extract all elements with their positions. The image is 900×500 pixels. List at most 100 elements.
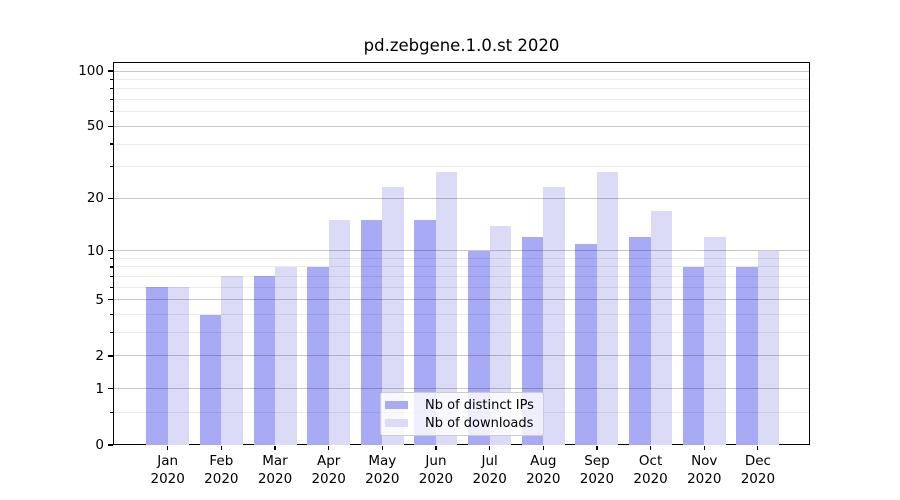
gridline-major (114, 250, 809, 252)
bar-downloads-may (382, 187, 404, 445)
gridline-minor (114, 286, 809, 288)
gridline-minor (114, 99, 809, 101)
bar-distinct-ips-sep (575, 243, 597, 445)
gridline-minor (114, 78, 809, 80)
bar-distinct-ips-jan (146, 287, 168, 445)
gridline-major (114, 388, 809, 390)
legend-label: Nb of distinct IPs (425, 397, 534, 413)
y-tick-minor (110, 98, 113, 101)
x-tick-label: Oct 2020 (633, 453, 668, 487)
x-tick (328, 446, 330, 450)
y-tick-minor (110, 411, 113, 413)
bar-distinct-ips-feb (199, 314, 222, 445)
bar-downloads-apr (328, 220, 351, 445)
x-tick (596, 446, 598, 450)
bar-downloads-nov (704, 237, 726, 445)
y-tick-minor (110, 143, 113, 145)
legend-label: Nb of downloads (425, 415, 534, 431)
x-tick-label: Jan 2020 (150, 453, 185, 487)
gridline-major (114, 70, 809, 72)
legend: Nb of distinct IPs Nb of downloads (380, 392, 544, 436)
x-tick (220, 446, 222, 450)
legend-swatch-icon (385, 401, 408, 409)
x-tick-label: Dec 2020 (740, 453, 776, 487)
bar-downloads-dec (757, 250, 780, 445)
gridline-major (114, 355, 809, 357)
gridline-major (114, 299, 809, 301)
bar-downloads-mar (275, 266, 297, 445)
bar-downloads-feb (221, 276, 243, 445)
gridline-minor (114, 88, 809, 90)
x-tick-label: Apr 2020 (311, 453, 346, 487)
gridline-major (114, 125, 809, 127)
y-tick-minor (110, 313, 113, 316)
bar-distinct-ips-apr (307, 266, 329, 445)
bar-distinct-ips-oct (629, 237, 651, 445)
y-tick-label: 5 (95, 291, 104, 308)
plot-area: 0 1 2 5 10 20 50 100 Jan 2020 Feb 2020 Mar 2020 Apr… (78, 62, 810, 487)
x-tick (167, 446, 169, 450)
x-tick (703, 446, 705, 450)
gridline-major (114, 197, 809, 199)
legend-swatch-icon (385, 419, 408, 427)
y-tick-minor (110, 286, 113, 288)
x-tick-label: Aug 2020 (526, 453, 561, 487)
y-tick-minor (110, 166, 113, 168)
x-tick (274, 446, 276, 450)
bar-downloads-oct (650, 210, 673, 445)
bar-downloads-jan (167, 287, 190, 445)
y-tick (108, 355, 113, 357)
gridline-minor (114, 332, 809, 334)
bar-distinct-ips-dec (736, 266, 758, 445)
x-tick (757, 446, 759, 450)
y-tick-label: 1 (95, 380, 104, 397)
y-tick (108, 197, 113, 199)
y-tick-minor (110, 78, 113, 81)
y-tick (108, 70, 113, 72)
x-tick-label: May 2020 (365, 453, 400, 487)
bar-downloads-jun (435, 172, 458, 445)
bar-distinct-ips-jun (414, 220, 436, 445)
x-tick-label: Mar 2020 (257, 453, 293, 487)
gridline-minor (114, 111, 809, 113)
gridline-minor (114, 314, 809, 316)
y-tick-label: 10 (86, 242, 104, 259)
bar-downloads-sep (596, 172, 619, 445)
bar-downloads-aug (543, 187, 565, 445)
y-tick (108, 388, 113, 390)
y-tick-label: 2 (95, 347, 104, 364)
x-tick (489, 446, 491, 450)
legend-item: Nb of distinct IPs (385, 396, 535, 414)
y-tick-label: 100 (78, 63, 104, 80)
bar-distinct-ips-nov (682, 266, 705, 445)
x-tick (381, 446, 383, 450)
y-tick-label: 0 (95, 437, 104, 453)
y-tick (108, 125, 113, 127)
bar-distinct-ips-mar (253, 276, 275, 445)
y-tick (108, 444, 113, 446)
x-tick (649, 446, 652, 450)
x-tick-label: Jul 2020 (472, 453, 507, 487)
x-tick (542, 446, 544, 450)
y-tick-minor (110, 266, 113, 268)
y-tick-minor (110, 332, 113, 334)
y-tick-minor (110, 88, 113, 90)
gridline-minor (114, 143, 809, 145)
y-tick-minor (110, 275, 113, 278)
y-tick-minor (110, 257, 113, 259)
chart-title: pd.zebgene.1.0.st 2020 (363, 36, 560, 55)
gridline-minor (114, 275, 809, 277)
x-tick-label: Feb 2020 (204, 453, 239, 487)
legend-item: Nb of downloads (385, 414, 535, 432)
y-tick (108, 299, 113, 301)
x-tick-label: Nov 2020 (687, 453, 722, 487)
y-tick-label: 20 (86, 190, 104, 207)
bar-downloads-jul (489, 225, 512, 445)
gridline-minor (114, 166, 809, 168)
x-tick-label: Sep 2020 (579, 453, 615, 487)
y-tick (108, 250, 113, 252)
gridline-minor (114, 257, 809, 259)
x-tick (435, 446, 437, 450)
y-tick-label: 50 (86, 118, 104, 135)
